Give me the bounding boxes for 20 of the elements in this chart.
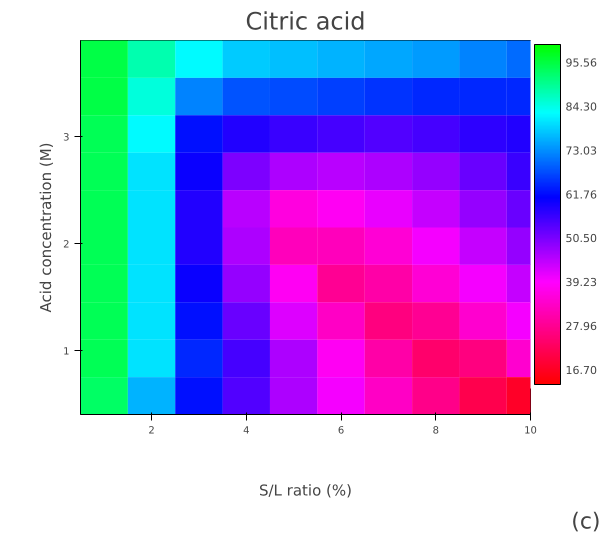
text: (c) — [571, 510, 601, 534]
color-bar-label: 50.50 — [566, 232, 597, 246]
x-tick-label: 8 — [432, 426, 439, 436]
y-tick-label: 3 — [63, 132, 70, 144]
x-axis-title: S/L ratio (%) — [258, 482, 352, 500]
color-bar-label: 95.56 — [566, 56, 597, 70]
chart-title: Citric acid — [246, 8, 366, 36]
color-bar-label: 73.03 — [566, 144, 597, 158]
y-tick-label: 1 — [63, 346, 70, 358]
color-bar-label: 84.30 — [566, 100, 597, 114]
x-tick-label: 6 — [338, 426, 344, 436]
color-bar-label: 39.23 — [566, 276, 597, 290]
x-tick-label: 2 — [148, 426, 155, 436]
x-tick-label: 4 — [243, 426, 250, 436]
y-axis-title: Acid concentration (M) — [37, 142, 56, 312]
color-bar-label: 27.96 — [566, 320, 597, 334]
y-tick-label: 2 — [63, 240, 70, 251]
color-bar-label: 16.70 — [566, 364, 597, 378]
color-bar-label: 61.76 — [566, 188, 597, 202]
x-tick-label: 10 — [524, 426, 537, 436]
